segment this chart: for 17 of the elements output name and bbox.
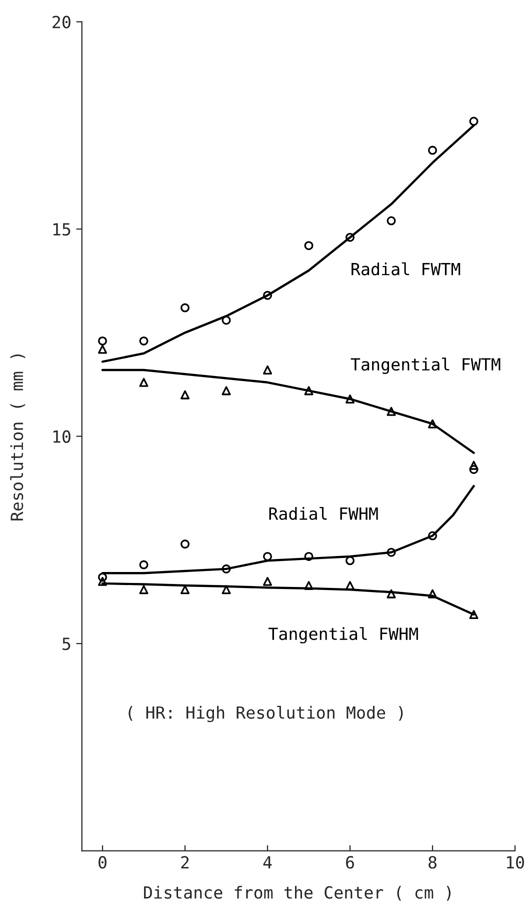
x-axis-title: Distance from the Center ( cm ) xyxy=(144,886,451,901)
annotation: ( HR: High Resolution Mode ) xyxy=(128,706,403,722)
y-tick-label: 15 xyxy=(53,223,70,236)
y-tick-label: 20 xyxy=(52,16,70,28)
series-label: Radial FWTM xyxy=(352,262,460,276)
x-tick-label: 0 xyxy=(98,856,106,869)
series-label: Tangential FWHM xyxy=(268,627,418,644)
x-tick-label: 10 xyxy=(506,856,524,869)
y-axis-title: Resolution ( mm ) xyxy=(10,354,26,520)
series-label: Tangential FWTM xyxy=(350,358,500,374)
y-tick-label: 5 xyxy=(62,638,70,650)
x-tick-label: 8 xyxy=(428,856,436,869)
x-tick-label: 6 xyxy=(346,856,354,869)
x-tick-label: 2 xyxy=(181,856,189,868)
y-tick-label: 10 xyxy=(53,430,70,443)
text: Radial FWHM xyxy=(269,506,378,520)
x-tick-label: 4 xyxy=(263,856,272,868)
